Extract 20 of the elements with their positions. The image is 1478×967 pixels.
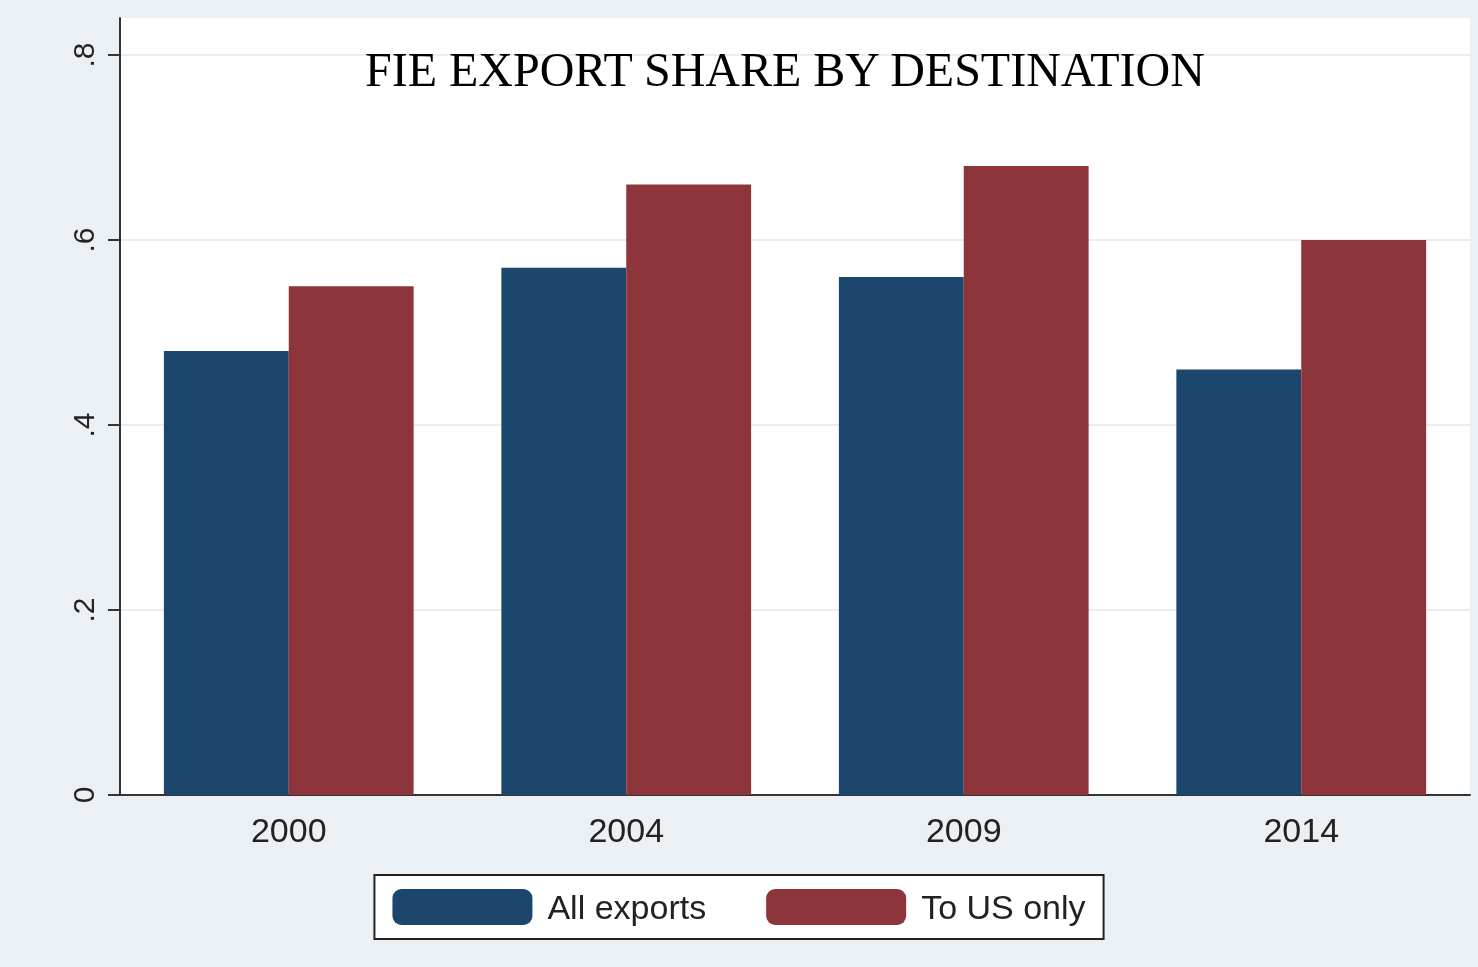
bar [1176,369,1302,795]
x-tick-label: 2004 [588,811,665,849]
x-tick-label: 2014 [1263,811,1340,849]
y-tick-label: .2 [66,597,100,623]
bar [626,184,752,795]
y-tick-label: .6 [66,227,100,253]
bar [963,166,1089,795]
bar [1301,240,1427,795]
x-tick-label: 2000 [250,811,327,849]
bar [288,286,414,795]
x-tick-label: 2009 [925,811,1002,849]
bar [501,267,627,795]
legend-label: All exports [547,888,707,926]
y-tick-label: .8 [66,42,100,68]
legend-label: To US only [921,888,1086,926]
bar [838,277,964,795]
y-tick-label: .4 [66,412,100,438]
text: FIE EXPORT SHARE BY DESTINATION [365,42,1205,96]
bar [163,351,289,795]
y-tick-label: 0 [66,786,100,804]
